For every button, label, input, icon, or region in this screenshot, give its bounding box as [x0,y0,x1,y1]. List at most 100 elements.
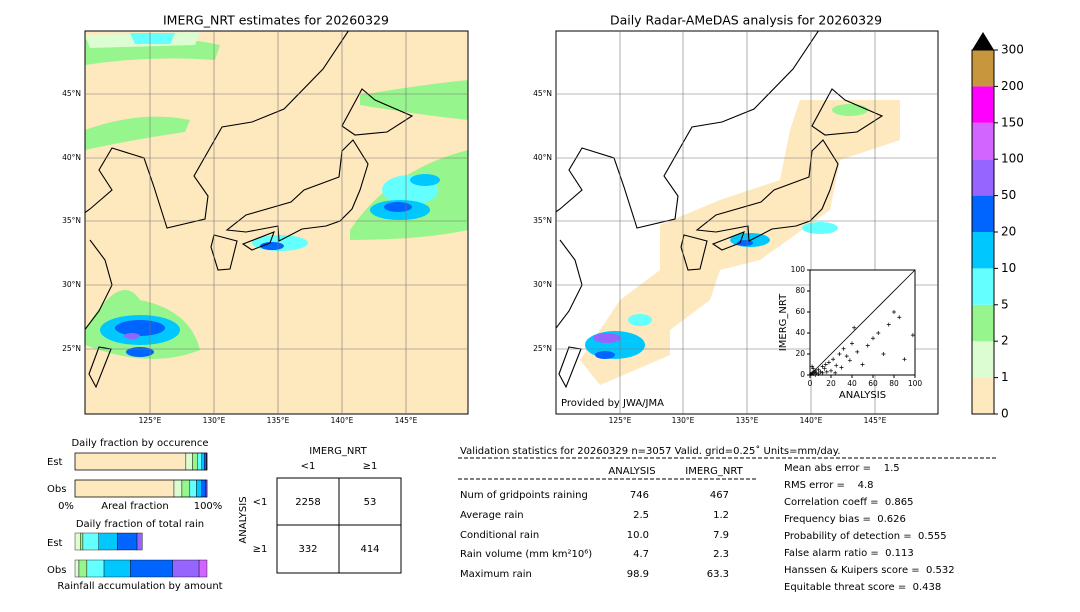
bar-frame [74,452,208,471]
point [811,366,816,371]
y-tick-label: 20 [795,349,805,358]
point [841,346,846,351]
cell: 414 [360,544,379,555]
occ-left: 0% [58,501,74,512]
point [826,360,831,365]
lat-label: 35°N [62,216,81,225]
lon-label: 140°E [331,416,354,425]
fraction-segment [136,532,143,551]
fraction-segment [98,532,118,551]
lon-label: 135°E [736,416,759,425]
fraction-segment [201,452,205,471]
fraction-segment [78,559,88,578]
point [855,349,860,354]
y-tick-label: 100 [791,265,806,274]
y-tick-label: 0 [800,370,805,379]
lat-label: 25°N [533,344,552,353]
point [813,368,818,373]
score: Probability of detection = 0.555 [784,531,947,542]
occ-right: 100% [194,501,223,512]
colorbar-label: 200 [1001,79,1024,93]
stat-label: Conditional rain [460,530,539,541]
point [829,368,833,373]
colorbar-label: 50 [1001,188,1016,202]
colorbar-label: 2 [1001,334,1009,348]
fraction-segment [204,452,207,471]
colorbar-segment [972,304,994,342]
x-tick-label: 0 [808,379,813,388]
point [847,358,852,363]
cell: 332 [298,544,317,555]
fraction-segment [74,452,187,471]
lat-label: 25°N [62,344,81,353]
val-header: Validation statistics for 20260329 n=305… [460,445,840,457]
fraction-segment [74,559,80,578]
fraction-segment [80,532,84,551]
point [910,333,915,338]
point [831,357,836,362]
lon-label: 130°E [672,416,695,425]
score: Correlation coeff = 0.865 [784,497,914,508]
point [816,371,821,376]
x-tick-label: 40 [847,379,857,388]
fraction-segment [117,532,138,551]
fraction-segment [181,479,191,498]
occ-row: Est [47,457,63,468]
x-tick-label: 60 [868,379,878,388]
colorbar-label: 150 [1001,115,1024,129]
lon-label: 135°E [267,416,290,425]
fraction-segment [86,559,105,578]
rain-title: Daily fraction of total rain [76,519,204,530]
point [837,352,842,356]
colorbar-segment [972,159,994,196]
point [852,325,857,330]
colorbar-label: 300 [1001,43,1024,57]
lat-label: 45°N [533,89,552,98]
point [824,369,829,374]
point [897,315,902,320]
point [871,336,875,341]
colorbar-segment [972,86,994,123]
fraction-segment [74,532,81,551]
colorbar-extend [972,32,994,50]
score: Hanssen & Kuipers score = 0.532 [784,565,955,576]
colorbar-label: 10 [1001,261,1016,275]
colorbar-segment [972,268,994,305]
stat-label: Num of gridpoints raining [460,490,588,501]
colorbar-label: 20 [1001,225,1016,239]
right-title: Daily Radar-AMeDAS analysis for 20260329 [610,13,882,28]
row-head: ≥1 [253,544,268,555]
score: False alarm ratio = 0.113 [784,548,914,559]
fraction-segment [189,479,197,498]
fraction-segment [103,559,131,578]
point [814,370,819,375]
stat-label: Average rain [460,510,524,521]
colorbar-label: 1 [1001,370,1009,384]
point [834,363,839,368]
col-head: <1 [301,461,316,472]
point [818,369,823,374]
fraction-segment [192,452,198,471]
rain-row: Est [47,538,63,549]
point [820,364,825,369]
x-tick-label: 100 [908,379,923,388]
fraction-segment [173,479,183,498]
lon-label: 125°E [609,416,632,425]
fraction-segment [197,452,202,471]
point [850,341,854,346]
stat-value: 1.2 [713,510,729,521]
x-label: ANALYSIS [839,390,886,401]
colorbar-segment [972,232,994,269]
lon-label: 125°E [139,416,162,425]
point [892,310,896,314]
colorbar-label: 100 [1001,152,1024,166]
row-head: <1 [253,497,268,508]
point [813,373,818,377]
score: RMS error = 4.8 [784,480,874,491]
colorbar-label: 0 [1001,407,1009,421]
colorbar-segment [972,50,994,87]
y-label: IMERG_NRT [778,293,789,351]
score: Frequency bias = 0.626 [784,514,906,525]
point [822,366,827,371]
point [820,370,825,375]
